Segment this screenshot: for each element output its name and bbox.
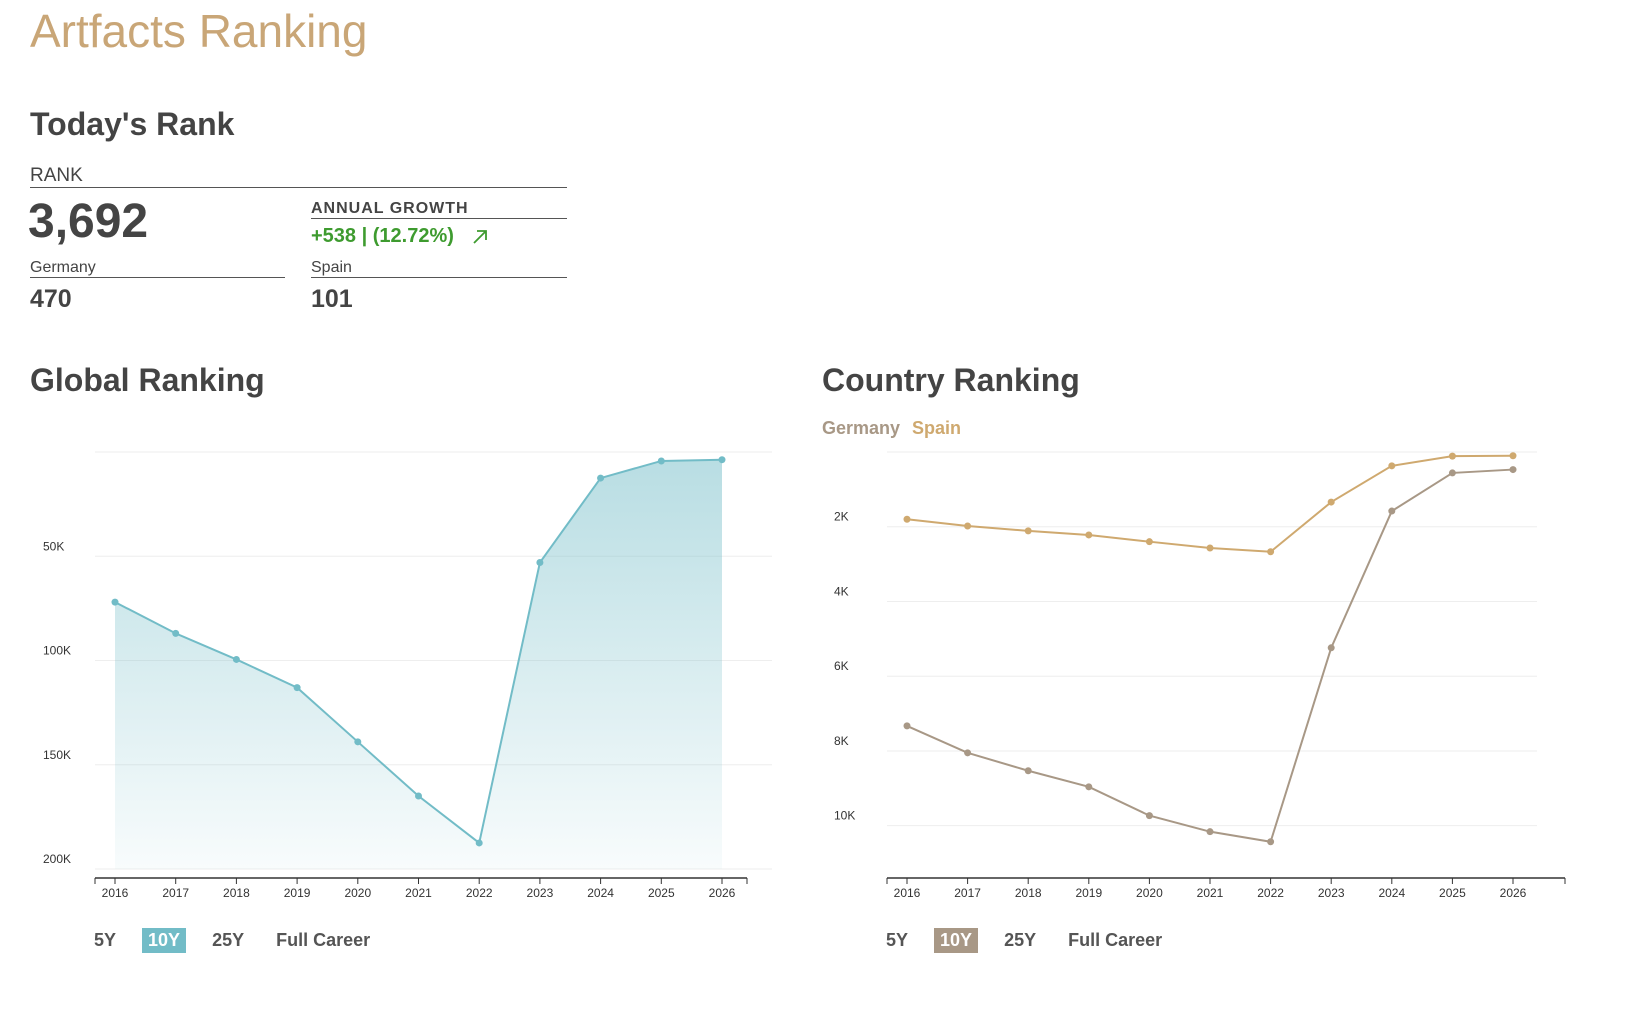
y-tick-label: 8K (834, 734, 849, 748)
global-range-buttons: 5Y 10Y 25Y Full Career (88, 928, 396, 953)
global-range-5y[interactable]: 5Y (94, 930, 117, 950)
data-point (1388, 462, 1396, 470)
x-tick-label: 2025 (1439, 886, 1466, 900)
y-tick-label: 100K (43, 644, 71, 658)
legend-spain[interactable]: Spain (912, 418, 962, 438)
spain-label: Spain (311, 259, 567, 278)
y-tick-label: 200K (43, 852, 71, 866)
data-point (1509, 466, 1517, 474)
x-tick-label: 2017 (954, 886, 981, 900)
country-range-5y[interactable]: 5Y (886, 930, 909, 950)
country-ranking-chart: 2K 4K 6K 8K 10K 2016 2017 2018 2019 2020 2021 2022 2… (834, 451, 1566, 900)
x-tick-label: 2022 (466, 886, 493, 900)
country-ranking-heading: Country Ranking (822, 362, 1080, 398)
data-point (172, 629, 180, 637)
x-tick-label: 2016 (894, 886, 921, 900)
x-tick-label: 2023 (527, 886, 554, 900)
data-point (536, 559, 544, 567)
data-point (1448, 469, 1456, 477)
todays-rank-heading: Today's Rank (30, 106, 235, 142)
data-point (1145, 538, 1153, 546)
x-tick-label: 2019 (1075, 886, 1102, 900)
x-tick-label: 2024 (1378, 886, 1405, 900)
y-tick-label: 150K (43, 748, 71, 762)
series-line-spain (906, 454, 1514, 553)
x-tick-label: 2017 (162, 886, 189, 900)
data-point (111, 598, 119, 606)
data-point (903, 722, 911, 730)
data-point (1448, 452, 1456, 460)
y-tick-label: 50K (43, 539, 64, 553)
data-point (1206, 544, 1214, 552)
area-fill (115, 459, 722, 869)
rank-label: RANK (30, 165, 567, 188)
germany-label: Germany (30, 259, 285, 278)
data-point (354, 738, 362, 746)
data-point (1206, 828, 1214, 836)
global-range-10y[interactable]: 10Y (142, 928, 187, 953)
data-point (964, 522, 972, 530)
data-point (1509, 452, 1517, 460)
series-line-germany (906, 468, 1514, 843)
x-tick-label: 2018 (1015, 886, 1042, 900)
x-tick-label: 2021 (1197, 886, 1224, 900)
page-title: Artfacts Ranking (30, 5, 368, 57)
global-range-full-career[interactable]: Full Career (276, 930, 371, 950)
data-point (1145, 812, 1153, 820)
x-tick-label: 2019 (284, 886, 311, 900)
data-point (1267, 838, 1275, 846)
x-tick-label: 2018 (223, 886, 250, 900)
global-ranking-chart: 50K 100K 150K 200K 2016 2017 2018 2019 2020 2021 2… (43, 451, 772, 900)
x-tick-label: 2016 (102, 886, 129, 900)
x-tick-label: 2024 (587, 886, 614, 900)
data-point (1024, 527, 1032, 535)
data-point (1085, 783, 1093, 791)
data-point (1024, 767, 1032, 775)
data-point (964, 749, 972, 757)
x-tick-label: 2025 (648, 886, 675, 900)
x-tick-label: 2026 (1500, 886, 1527, 900)
global-ranking-heading: Global Ranking (30, 362, 265, 398)
data-point (903, 515, 911, 523)
x-tick-label: 2023 (1318, 886, 1345, 900)
germany-rank-value: 470 (30, 285, 72, 313)
data-point (597, 474, 605, 482)
data-point (1327, 498, 1335, 506)
data-point (232, 655, 240, 663)
data-point (1085, 531, 1093, 539)
y-tick-label: 4K (834, 584, 849, 598)
x-tick-label: 2026 (709, 886, 736, 900)
annual-growth-value: +538 | (12.72%) (311, 225, 454, 247)
x-tick-label: 2022 (1257, 886, 1284, 900)
data-point (1267, 548, 1275, 556)
x-tick-label: 2020 (1136, 886, 1163, 900)
data-point (293, 684, 301, 692)
country-legend: Germany Spain (822, 418, 961, 439)
y-tick-label: 2K (834, 510, 849, 524)
country-range-25y[interactable]: 25Y (1004, 930, 1037, 950)
spain-rank-value: 101 (311, 285, 353, 313)
y-tick-label: 6K (834, 659, 849, 673)
rank-value: 3,692 (28, 195, 149, 248)
x-tick-label: 2021 (405, 886, 432, 900)
annual-growth-label: ANNUAL GROWTH (311, 200, 567, 219)
data-point (1327, 644, 1335, 652)
country-range-10y[interactable]: 10Y (934, 928, 979, 953)
data-point (657, 457, 665, 465)
data-point (475, 839, 483, 847)
data-point (718, 456, 726, 464)
annual-growth: +538 | (12.72%) (311, 225, 488, 248)
data-point (1388, 507, 1396, 515)
x-tick-label: 2020 (344, 886, 371, 900)
data-point (415, 792, 422, 800)
arrow-up-right-icon (473, 229, 487, 244)
country-range-full-career[interactable]: Full Career (1068, 930, 1163, 950)
legend-germany[interactable]: Germany (822, 418, 901, 438)
country-range-buttons: 5Y 10Y 25Y Full Career (880, 928, 1188, 953)
global-range-25y[interactable]: 25Y (212, 930, 245, 950)
y-tick-label: 10K (834, 809, 855, 823)
